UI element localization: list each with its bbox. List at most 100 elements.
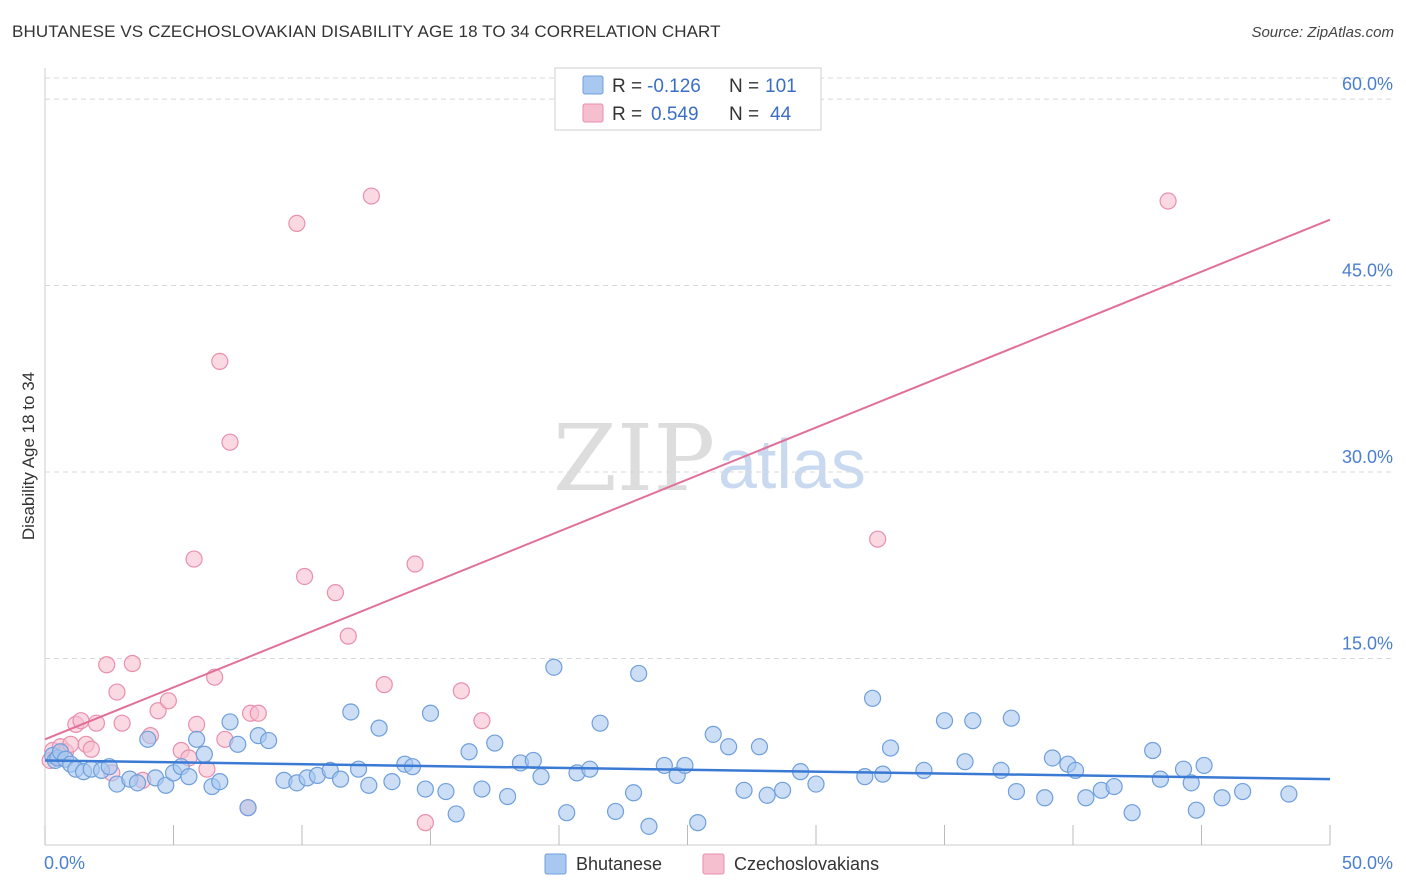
czechoslovakians-point [188, 715, 206, 734]
czechoslovakians-point [98, 656, 116, 674]
legend-r-value-blue: -0.126 [647, 76, 701, 97]
bhutanese-point [915, 761, 933, 780]
legend-r-value-pink: 0.549 [651, 104, 699, 125]
czechoslovakians-point [159, 692, 177, 710]
bottom-legend-label-bhutanese: Bhutanese [576, 854, 662, 874]
bhutanese-point [720, 738, 738, 756]
bhutanese-point [157, 776, 175, 794]
bhutanese-point [139, 730, 157, 748]
bhutanese-point [1036, 789, 1054, 807]
bottom-legend-swatch-bhutanese [544, 853, 567, 875]
bhutanese-point [992, 761, 1010, 780]
bhutanese-point [956, 753, 974, 771]
bhutanese-point [758, 786, 776, 804]
bhutanese-point [624, 784, 643, 802]
bhutanese-point [416, 780, 434, 798]
bhutanese-point [773, 781, 792, 799]
bhutanese-point [128, 774, 147, 792]
bhutanese-point [935, 712, 954, 730]
bhutanese-point [1002, 709, 1020, 727]
czechoslovakians-point [452, 682, 470, 700]
bhutanese-point [1077, 789, 1095, 807]
bhutanese-point [1043, 749, 1062, 767]
bhutanese-point [863, 689, 882, 707]
bhutanese-point [524, 751, 542, 770]
bhutanese-point [180, 768, 198, 786]
czechoslovakians-trend-line [44, 218, 1331, 741]
bhutanese-point [499, 787, 517, 806]
legend-n-label-blue: N = [729, 76, 759, 97]
y-tick-labels: 15.0% 30.0% 45.0% 60.0% [1342, 74, 1393, 653]
bhutanese-points [44, 658, 1298, 835]
bhutanese-point [1234, 782, 1252, 801]
series-legend: Bhutanese Czechoslovakians [544, 853, 879, 875]
legend-r-label-pink: R = [612, 104, 642, 125]
bhutanese-point [370, 719, 388, 737]
bhutanese-point [331, 770, 350, 788]
legend-n-value-pink: 44 [770, 104, 792, 125]
gridlines [45, 77, 1393, 660]
bhutanese-point [1182, 774, 1200, 792]
bhutanese-point [421, 704, 440, 722]
czechoslovakians-point [339, 627, 357, 645]
legend-r-label-blue: R = [612, 76, 642, 97]
czechoslovakians-point [406, 555, 424, 573]
bhutanese-point [221, 713, 239, 731]
czechoslovakians-point [288, 214, 306, 232]
bhutanese-point [591, 714, 609, 732]
bottom-legend-swatch-czechoslovakians [702, 853, 725, 875]
bhutanese-trend-line [44, 759, 1331, 781]
bhutanese-point [881, 739, 900, 757]
czechoslovakians-point [416, 814, 434, 832]
czechoslovakians-point [326, 584, 345, 602]
legend-n-label-pink: N = [729, 104, 759, 125]
czechoslovakians-point [249, 704, 267, 722]
czechoslovakians-point [211, 352, 229, 370]
bhutanese-point [447, 805, 465, 823]
bhutanese-point [606, 802, 625, 821]
legend-swatch-pink [582, 103, 604, 123]
czechoslovakians-point [149, 702, 167, 720]
bhutanese-point [1187, 801, 1205, 819]
source-label: Source: ZipAtlas.com [1251, 24, 1394, 41]
watermark-zip: ZIP [553, 405, 715, 512]
y-tick-label: 60.0% [1342, 74, 1393, 94]
bhutanese-point [383, 772, 401, 791]
bhutanese-point [239, 799, 257, 817]
bhutanese-point [1280, 785, 1298, 803]
bhutanese-point [229, 735, 247, 753]
bhutanese-point [1213, 789, 1231, 807]
bhutanese-point [704, 725, 722, 743]
y-tick-label: 45.0% [1342, 261, 1393, 281]
bhutanese-point [1151, 770, 1169, 788]
bhutanese-point [360, 776, 378, 794]
bhutanese-point [689, 814, 707, 832]
bhutanese-point [473, 780, 491, 798]
bhutanese-point [437, 782, 455, 801]
czechoslovakians-point [1159, 192, 1177, 210]
legend-swatch-blue [582, 75, 604, 95]
czechoslovakians-point [82, 740, 100, 758]
y-tick-label: 30.0% [1342, 447, 1393, 467]
bhutanese-point [349, 760, 368, 778]
bhutanese-point [1123, 804, 1141, 822]
legend-n-value-blue: 101 [765, 76, 797, 97]
y-axis-label: Disability Age 18 to 34 [19, 372, 38, 540]
czechoslovakians-point [108, 683, 126, 701]
bhutanese-point [532, 768, 550, 786]
czechoslovakians-point [473, 712, 491, 730]
bhutanese-point [486, 734, 504, 752]
czechoslovakians-point [113, 714, 131, 732]
trend-lines [44, 218, 1331, 781]
bhutanese-point [558, 804, 576, 822]
bhutanese-point [964, 712, 982, 730]
bhutanese-point [195, 745, 213, 763]
bhutanese-point [807, 775, 825, 793]
czechoslovakians-point [295, 567, 314, 586]
bhutanese-point [188, 730, 206, 748]
bhutanese-point [1007, 782, 1026, 801]
x-ticks [44, 825, 1331, 845]
bhutanese-point [460, 743, 478, 761]
bhutanese-point [211, 772, 229, 791]
